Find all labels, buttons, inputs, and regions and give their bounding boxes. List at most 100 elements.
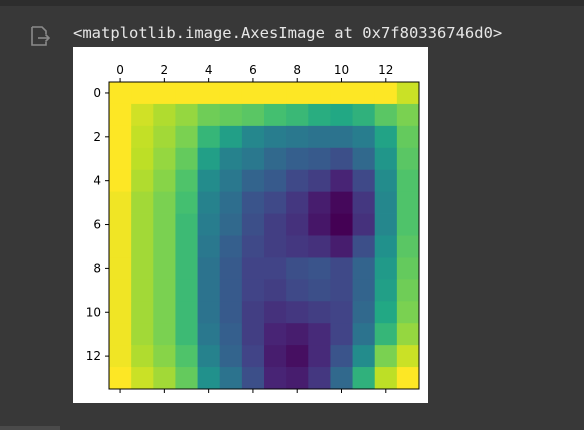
heatmap-cell [109, 235, 132, 258]
heatmap-cell [241, 301, 265, 324]
heatmap-cell [308, 345, 331, 368]
heatmap-cell [241, 235, 265, 258]
heatmap-cell [308, 301, 331, 324]
heatmap-cell [175, 103, 198, 127]
heatmap-cell [219, 235, 243, 258]
heatmap-cell [197, 125, 221, 149]
heatmap-cell [175, 301, 198, 324]
heatmap-cell [153, 191, 176, 214]
heatmap-cell [197, 279, 221, 302]
heatmap-cell [352, 345, 376, 368]
heatmap-cell [396, 279, 420, 302]
heatmap-cell [109, 257, 132, 280]
heatmap-cell [131, 279, 154, 302]
heatmap-cell [396, 125, 420, 149]
heatmap-cell [286, 279, 309, 302]
heatmap-cell [131, 82, 154, 105]
heatmap-cell [109, 279, 132, 302]
heatmap-cell [241, 103, 265, 127]
heatmap-cell [109, 367, 132, 390]
heatmap-cell [175, 147, 198, 171]
heatmap-cell [352, 191, 376, 214]
heatmap-cell [153, 103, 176, 127]
heatmap-cell [197, 169, 221, 193]
heatmap-cell [308, 257, 331, 280]
heatmap-cell [131, 125, 154, 149]
heatmap-cell [330, 235, 353, 258]
heatmap-cell [264, 235, 287, 258]
heatmap-cell [374, 147, 398, 171]
heatmap-cell [352, 103, 376, 127]
heatmap-cell [308, 323, 331, 346]
heatmap-cell [153, 367, 176, 390]
heatmap-cell [264, 213, 287, 236]
heatmap-cell [330, 191, 353, 214]
heatmap-cell [153, 82, 176, 105]
heatmap-cell [330, 213, 353, 236]
heatmap-cell [330, 279, 353, 302]
heatmap-cell [109, 345, 132, 368]
heatmap-cell [264, 82, 287, 105]
heatmap-cell [175, 213, 198, 236]
heatmap-cell [352, 147, 376, 171]
heatmap-cell [153, 301, 176, 324]
heatmap-cell [286, 345, 309, 368]
heatmap-cell [374, 345, 398, 368]
heatmap-cell [153, 323, 176, 346]
heatmap-cell [219, 125, 243, 149]
heatmap-cell [396, 257, 420, 280]
heatmap-cell [396, 235, 420, 258]
heatmap-cell [330, 82, 353, 105]
heatmap-cell [330, 323, 353, 346]
heatmap-cell [131, 235, 154, 258]
heatmap-cell [131, 301, 154, 324]
y-tick-label: 0 [93, 86, 101, 100]
heatmap-cell [153, 169, 176, 193]
heatmap-cell [197, 257, 221, 280]
heatmap-cell [330, 125, 353, 149]
heatmap-cell [109, 82, 132, 105]
heatmap-cell [264, 279, 287, 302]
output-redirect-icon[interactable] [28, 24, 52, 48]
heatmap-cell [264, 103, 287, 127]
heatmap-cell [396, 323, 420, 346]
heatmap-cell [219, 191, 243, 214]
heatmap-cell [374, 235, 398, 258]
heatmap-cell [286, 103, 309, 127]
heatmap-cell [330, 169, 353, 193]
heatmap-cell [241, 257, 265, 280]
heatmap-cell [308, 367, 331, 390]
heatmap-cell [396, 191, 420, 214]
x-tick-label: 10 [334, 63, 349, 77]
heatmap-chart: 0 2 4 6 8 10 12 0 2 4 6 8 10 12 [86, 63, 420, 393]
heatmap-cell [396, 169, 420, 193]
heatmap-cell [241, 367, 265, 390]
heatmap-cell [219, 367, 243, 390]
heatmap-cell [153, 213, 176, 236]
heatmap-cell [374, 301, 398, 324]
heatmap-cell [131, 103, 154, 127]
heatmap-cell [308, 279, 331, 302]
heatmap-cell [352, 213, 376, 236]
heatmap-cell [308, 191, 331, 214]
heatmap-cell [219, 213, 243, 236]
heatmap-cell [374, 213, 398, 236]
y-tick-label: 4 [93, 174, 101, 188]
axes-frame [108, 81, 420, 390]
heatmap-cell [264, 367, 287, 390]
heatmap-cell [352, 323, 376, 346]
output-repr-text: <matplotlib.image.AxesImage at 0x7f80336… [73, 24, 503, 42]
x-tick-label: 0 [116, 63, 124, 77]
heatmap-cell [175, 367, 198, 390]
heatmap-cell [197, 213, 221, 236]
heatmap-cell [352, 125, 376, 149]
cell-output-area: <matplotlib.image.AxesImage at 0x7f80336… [0, 6, 584, 430]
heatmap-cell [374, 191, 398, 214]
heatmap-cell [153, 125, 176, 149]
heatmap-cell [374, 169, 398, 193]
heatmap-cell [352, 279, 376, 302]
heatmap-cell [153, 257, 176, 280]
heatmap-cell [175, 82, 198, 105]
heatmap-cell [241, 82, 265, 105]
heatmap-cell [308, 213, 331, 236]
